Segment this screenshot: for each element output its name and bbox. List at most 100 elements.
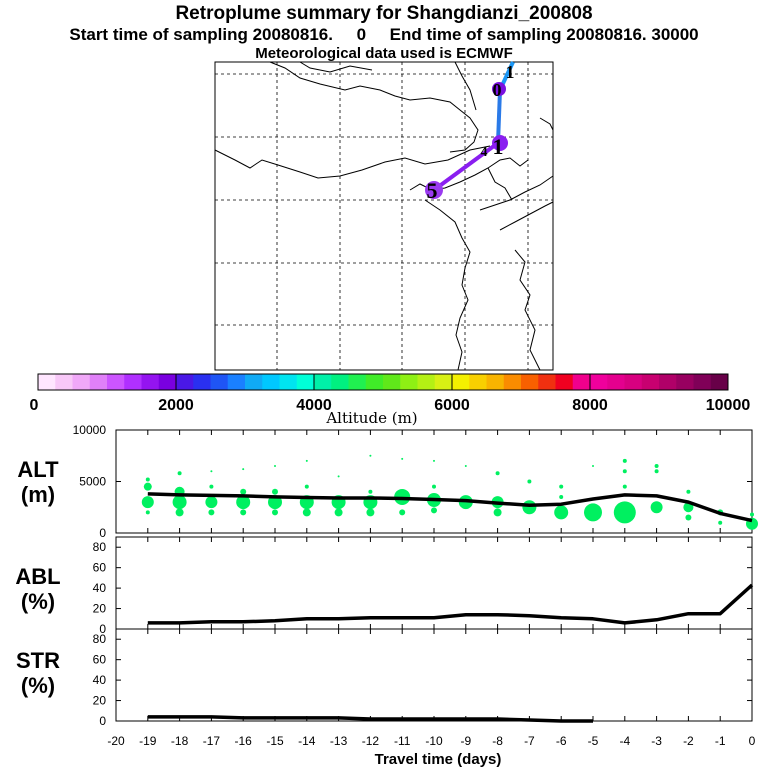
alt-scatter-point xyxy=(145,510,150,515)
alt-scatter-point xyxy=(559,494,564,499)
y-tick-label: 60 xyxy=(93,561,107,575)
trajectory: 1 0 1 4 5 xyxy=(425,61,515,203)
trajectory-day-label: 1 xyxy=(506,62,515,82)
colorbar-cell xyxy=(296,374,315,390)
alt-scatter-point xyxy=(522,500,537,515)
colorbar-cell xyxy=(434,374,453,390)
alt-scatter-point xyxy=(718,520,723,525)
alt-scatter-point xyxy=(493,508,502,517)
colorbar-cell xyxy=(538,374,556,390)
colorbar-cell xyxy=(176,374,194,390)
alt-scatter-point xyxy=(208,509,215,516)
str-unit: (%) xyxy=(21,673,55,698)
colorbar-cell xyxy=(555,374,574,390)
colorbar-cell xyxy=(227,374,246,390)
y-tick-label: 40 xyxy=(93,581,107,595)
colorbar-cell xyxy=(486,374,505,390)
alt-scatter-point xyxy=(366,508,375,517)
alt-scatter-point xyxy=(622,484,627,489)
colorbar-cell xyxy=(38,374,56,390)
x-tick-label: -1 xyxy=(715,734,726,748)
alt-scatter-point xyxy=(302,508,311,517)
met-data-note: Meteorological data used is ECMWF xyxy=(255,45,513,62)
colorbar-cell xyxy=(245,374,263,390)
abl-label: ABL xyxy=(15,564,60,589)
colorbar-cell xyxy=(262,374,280,390)
trajectory-cluster-dot xyxy=(492,82,506,96)
x-tick-label: -5 xyxy=(588,734,599,748)
abl-panel: ABL (%) 0 20 40 60 80 xyxy=(15,536,754,636)
y-tick-label: 20 xyxy=(93,694,107,708)
x-tick-label: -19 xyxy=(139,734,157,748)
chart-title: Retroplume summary for Shangdianzi_20080… xyxy=(175,3,593,24)
colorbar-cell xyxy=(452,374,470,390)
y-tick-label: 5000 xyxy=(79,475,106,489)
alt-scatter-point xyxy=(141,496,154,509)
colorbar-cell xyxy=(607,374,625,390)
trajectory-cluster-dot xyxy=(492,135,508,151)
alt-label: ALT xyxy=(17,457,59,482)
x-tick-label: -17 xyxy=(203,734,221,748)
x-tick-label: -15 xyxy=(266,734,284,748)
alt-scatter-point xyxy=(205,496,218,509)
colorbar-cell xyxy=(279,374,298,390)
alt-scatter-point xyxy=(654,469,659,474)
y-tick-label: 10000 xyxy=(73,423,107,437)
x-tick-label: -3 xyxy=(651,734,662,748)
colorbar-cell xyxy=(124,374,142,390)
str-fraction-line xyxy=(147,715,593,723)
colorbar-cell xyxy=(72,374,91,390)
alt-scatter-point xyxy=(686,489,691,494)
alt-scatter-point xyxy=(145,477,150,482)
alt-scatter-point xyxy=(654,464,659,469)
colorbar-tick-label: 4000 xyxy=(296,397,332,414)
abl-fraction-line xyxy=(147,583,754,625)
alt-scatter-point xyxy=(622,469,627,474)
alt-scatter-point xyxy=(240,509,247,516)
y-tick-label: 0 xyxy=(99,622,106,636)
trajectory-cluster-dot xyxy=(425,181,443,199)
x-tick-label: -8 xyxy=(492,734,503,748)
y-tick-label: 40 xyxy=(93,673,107,687)
x-tick-label: -6 xyxy=(556,734,567,748)
sampling-time-subtitle: Start time of sampling 20080816. 0 End t… xyxy=(69,25,699,44)
x-tick-label: -4 xyxy=(619,734,630,748)
alt-scatter-point xyxy=(432,484,436,489)
trajectory-segment-blue-lower xyxy=(496,89,502,144)
colorbar-cell xyxy=(55,374,73,390)
altitude-colorbar: 0 2000 4000 6000 8000 10000 Altitude (m) xyxy=(30,373,750,427)
x-tick-label: -12 xyxy=(362,734,380,748)
colorbar-cell xyxy=(383,374,401,390)
alt-scatter-point xyxy=(431,507,437,514)
colorbar-cell xyxy=(210,374,229,390)
x-tick-label: -10 xyxy=(425,734,443,748)
alt-mean-line xyxy=(147,492,753,523)
alt-scatter-point xyxy=(464,465,467,468)
alt-scatter-point xyxy=(433,459,435,462)
colorbar-tick-label: 6000 xyxy=(434,397,470,414)
colorbar-tick-label: 0 xyxy=(30,397,39,414)
colorbar-cell xyxy=(107,374,125,390)
alt-scatter-point xyxy=(334,508,343,517)
trajectory-day-label: 1 xyxy=(493,134,504,159)
x-tick-label: -16 xyxy=(235,734,253,748)
abl-frame xyxy=(115,536,753,630)
colorbar-cell xyxy=(365,374,384,390)
alt-scatter-point xyxy=(337,475,340,478)
alt-scatter-point xyxy=(143,482,152,491)
trajectory-day-label: 0 xyxy=(493,80,502,100)
colorbar-cell xyxy=(89,374,108,390)
colorbar-cell xyxy=(193,374,211,390)
x-tick-label: -13 xyxy=(330,734,348,748)
alt-scatter-point xyxy=(495,471,500,476)
alt-scatter-point xyxy=(242,468,245,471)
x-tick-label: -18 xyxy=(171,734,189,748)
alt-scatter-point xyxy=(305,459,308,462)
alt-scatter-point xyxy=(177,471,182,476)
x-tick-label: -14 xyxy=(298,734,316,748)
colorbar-cell xyxy=(417,374,436,390)
alt-scatter-point xyxy=(272,509,278,516)
alt-scatter-point xyxy=(750,512,754,517)
alt-scatter-point xyxy=(399,509,406,516)
alt-scatter-point xyxy=(527,479,532,484)
